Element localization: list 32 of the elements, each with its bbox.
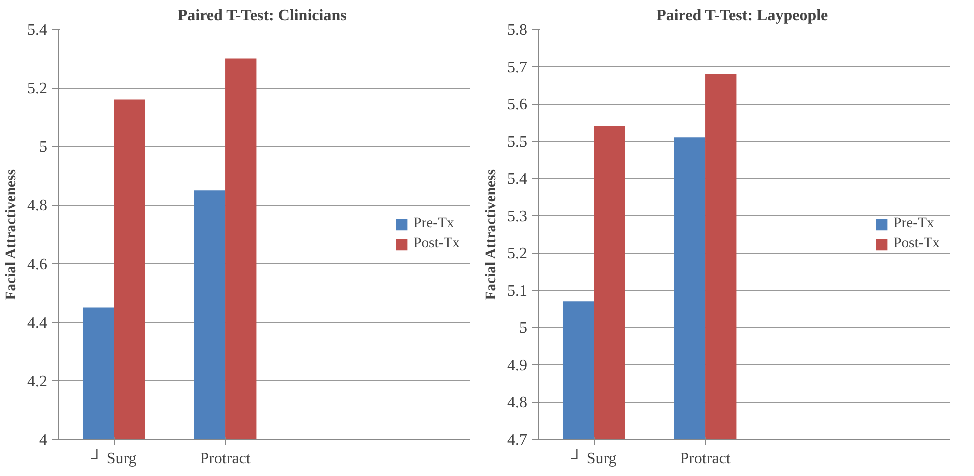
x-tick-label: Protract	[200, 450, 252, 468]
y-axis-title: Facial Attractiveness	[484, 169, 500, 300]
y-tick-label: 5.2	[28, 80, 48, 98]
y-tick-label: 5.8	[508, 22, 528, 39]
y-tick-label: 5.4	[28, 22, 48, 39]
x-tick-label: Protract	[680, 450, 732, 468]
x-tick-label: ┘ Surg	[570, 448, 617, 468]
legend-label: Post-Tx	[414, 236, 460, 252]
chart-title: Paired T-Test: Clinicians	[178, 8, 347, 24]
legend-label: Pre-Tx	[894, 216, 934, 232]
y-tick-label: 5.2	[508, 246, 528, 263]
x-tick-label: ┘ Surg	[90, 448, 137, 468]
y-tick-label: 4.9	[508, 357, 528, 374]
y-tick-label: 4.8	[28, 198, 48, 215]
y-tick-label: 4	[40, 432, 48, 449]
legend-label: Post-Tx	[894, 236, 940, 252]
y-tick-label: 4.4	[28, 314, 48, 332]
y-tick-label: 5.6	[508, 96, 528, 114]
y-tick-label: 5.4	[508, 171, 528, 188]
y-tick-label: 5.1	[508, 282, 528, 300]
legend-label: Pre-Tx	[414, 216, 454, 232]
y-tick-label: 5	[520, 320, 528, 338]
y-tick-label: 5	[40, 139, 48, 156]
y-tick-label: 5.5	[508, 134, 528, 151]
y-tick-label: 4.7	[508, 432, 528, 449]
y-tick-label: 5.3	[508, 208, 528, 226]
y-tick-label: 4.6	[28, 256, 48, 274]
y-tick-label: 5.7	[508, 59, 528, 76]
chart-title: Paired T-Test: Laypeople	[656, 8, 828, 24]
y-tick-label: 4.2	[28, 373, 48, 390]
y-tick-label: 4.8	[508, 394, 528, 412]
y-axis-title: Facial Attractiveness	[4, 169, 20, 300]
